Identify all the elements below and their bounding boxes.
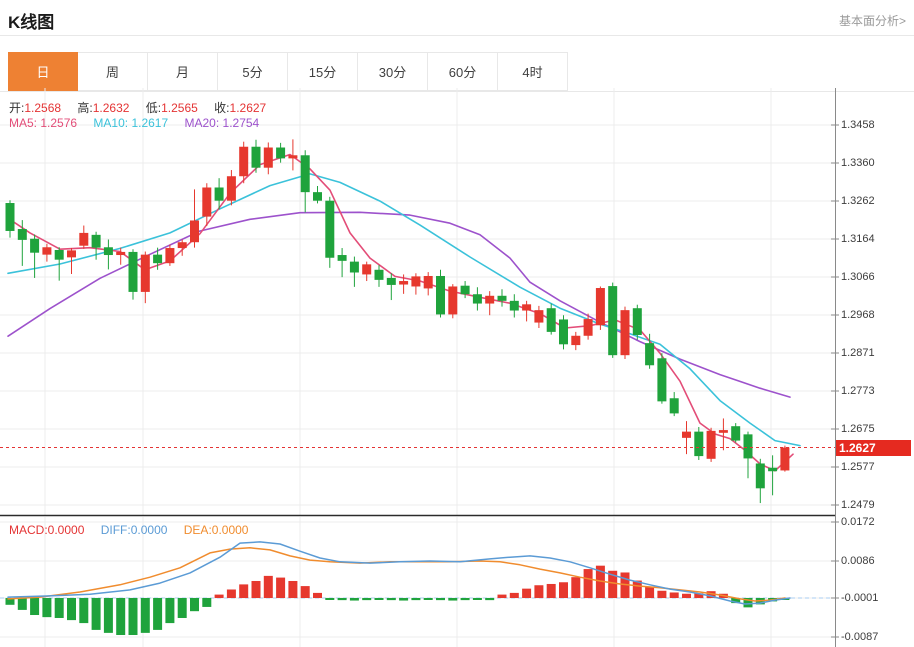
macd-axis-label: -0.0087 (841, 631, 879, 643)
price-axis-label: 1.3066 (841, 271, 875, 283)
macd-value: 0.0000 (47, 523, 85, 537)
tab-period-6[interactable]: 60分 (428, 52, 498, 91)
ma10-label: MA10: (93, 116, 129, 130)
open-label: 开: (9, 101, 25, 115)
ma5-label: MA5: (9, 116, 38, 130)
close-label: 收: (214, 101, 230, 115)
tab-period-7[interactable]: 4时 (498, 52, 568, 91)
period-tab-bar: 日周月 5分 15分 30分 60分 4时 (8, 52, 568, 91)
macd-axis-label: 0.0086 (841, 555, 875, 567)
price-axis-label: 1.3360 (841, 157, 875, 169)
close-value: 1.2627 (229, 101, 267, 115)
low-value: 1.2565 (161, 101, 198, 115)
open-value: 1.2568 (24, 101, 62, 115)
macd-axis-label: 0.0172 (841, 516, 875, 528)
high-value: 1.2632 (92, 101, 130, 115)
price-axis-label: 1.3458 (841, 119, 875, 131)
dea-value: 0.0000 (211, 523, 249, 537)
tab-period-1[interactable]: 周 (78, 52, 148, 91)
macd-readout: MACD:0.0000 DIFF:0.0000 DEA:0.0000 (9, 523, 261, 537)
price-axis-label: 1.2577 (841, 461, 875, 473)
macd-label: MACD: (9, 523, 48, 537)
price-axis-label: 1.2773 (841, 385, 875, 397)
price-axis-label: 1.2968 (841, 309, 875, 321)
ma-readout: MA5: 1.2576 MA10: 1.2617 MA20: 1.2754 (9, 116, 272, 130)
tab-period-4[interactable]: 15分 (288, 52, 358, 91)
diff-label: DIFF: (100, 523, 131, 537)
fundamental-analysis-link[interactable]: 基本面分析> (838, 14, 906, 28)
page-title: K线图 (8, 13, 55, 32)
price-axis-label: 1.2871 (841, 347, 875, 359)
price-axis-label: 1.3164 (841, 233, 875, 245)
ohlc-readout: 开:1.2568 高:1.2632 低:1.2565 收:1.2627 (9, 99, 279, 116)
macd-axis-label: -0.0001 (841, 592, 879, 604)
price-axis-label: 1.2479 (841, 499, 875, 511)
header-divider (0, 35, 914, 36)
tab-period-5[interactable]: 30分 (358, 52, 428, 91)
tab-period-2[interactable]: 月 (148, 52, 218, 91)
ma20-label: MA20: (184, 116, 220, 130)
ma5-value: 1.2576 (40, 116, 78, 130)
price-axis-label: 1.2675 (841, 423, 875, 435)
ma20-value: 1.2754 (222, 116, 260, 130)
diff-value: 0.0000 (130, 523, 168, 537)
low-label: 低: (145, 101, 162, 115)
ma10-value: 1.2617 (131, 116, 169, 130)
last-price-tag: 1.2627 (836, 439, 911, 456)
high-label: 高: (77, 101, 93, 115)
tab-period-0[interactable]: 日 (8, 52, 78, 91)
tab-period-3[interactable]: 5分 (218, 52, 288, 91)
price-axis-label: 1.3262 (841, 195, 875, 207)
dea-label: DEA: (183, 523, 212, 537)
